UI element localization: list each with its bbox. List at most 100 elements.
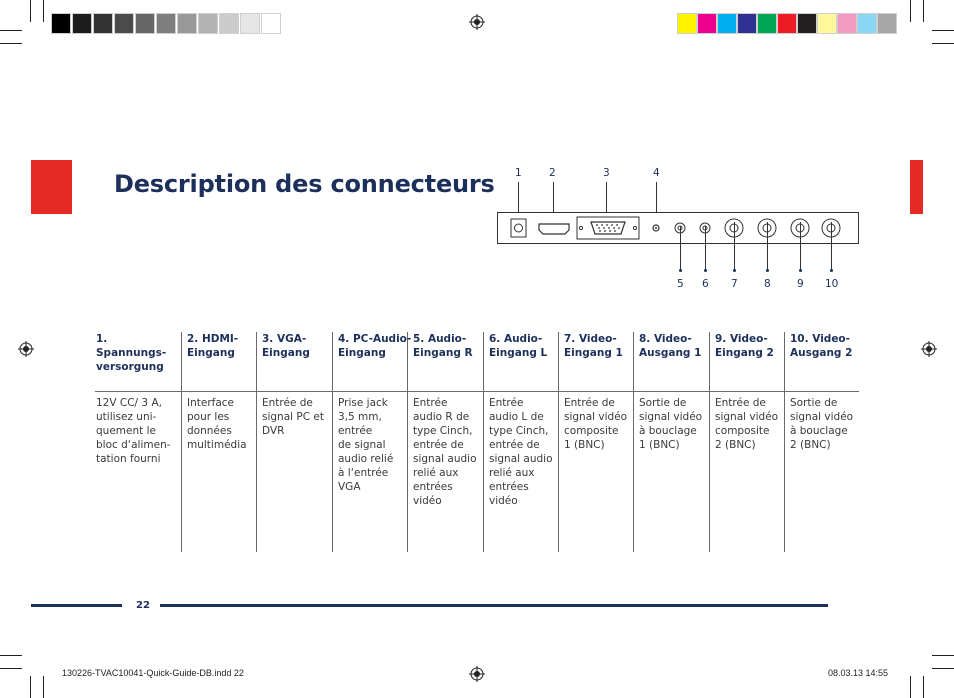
description-line: signal audio: [413, 453, 477, 465]
description-line: DVR: [262, 425, 285, 437]
crop-mark: [0, 655, 22, 656]
color-swatch: [777, 13, 797, 34]
column-header: 5. Audio- Eingang R: [413, 332, 487, 372]
column-header-line: Ausgang 2: [790, 347, 853, 359]
description-line: VGA: [338, 481, 361, 493]
column-separator: [558, 332, 559, 552]
description-line: Sortie de: [790, 397, 838, 409]
column-header: 4. PC-Audio- Eingang: [338, 332, 412, 372]
connector-number: 8: [764, 278, 771, 290]
slug-date-time: 08.03.13 14:55: [828, 668, 889, 678]
description-line: audio relié: [338, 453, 394, 465]
leader-line: [831, 222, 832, 270]
column-header-line: Ausgang 1: [639, 347, 702, 359]
connector-number: 4: [653, 167, 660, 179]
color-bar: [677, 0, 907, 40]
description-line: Prise jack: [338, 397, 388, 409]
crop-mark: [923, 0, 924, 22]
column-description: Entrée de signal vidéo composite 2 (BNC): [715, 396, 778, 452]
leader-line: [518, 182, 519, 220]
crop-mark: [0, 30, 22, 31]
hdmi-port-icon: [538, 223, 570, 235]
leader-dot: [704, 269, 707, 272]
description-line: relié aux: [489, 467, 535, 479]
table-column: 7. Video- Eingang 1 Entrée de signal vid…: [564, 332, 638, 451]
connector-number: 3: [603, 167, 610, 179]
description-line: entrées: [489, 481, 529, 493]
column-separator: [407, 332, 408, 552]
description-line: signal vidéo: [715, 411, 779, 423]
crop-mark: [0, 668, 22, 669]
column-description: Entrée audio L de type Cinch, entrée de …: [489, 396, 553, 508]
column-header: 10. Video- Ausgang 2: [790, 332, 864, 372]
connector-number: 1: [515, 167, 522, 179]
color-swatch: [797, 13, 817, 34]
crop-mark: [932, 43, 954, 44]
column-header-line: 2. HDMI-: [187, 333, 239, 345]
column-header-line: Eingang L: [489, 347, 548, 359]
column-description: Sortie de signal vidéo à bouclage 2 (BNC…: [790, 396, 853, 452]
crop-mark: [43, 0, 44, 22]
leader-dot: [799, 269, 802, 272]
connector-number: 7: [731, 278, 738, 290]
description-line: 12V CC/ 3 A,: [96, 397, 162, 409]
crop-mark: [932, 655, 954, 656]
description-line: entrée de: [413, 439, 464, 451]
column-separator: [784, 332, 785, 552]
column-separator: [483, 332, 484, 552]
description-line: composite: [564, 425, 619, 437]
column-separator: [633, 332, 634, 552]
description-line: composite: [715, 425, 770, 437]
column-header: 8. Video- Ausgang 1: [639, 332, 713, 372]
column-header-line: 10. Video-: [790, 333, 851, 345]
connector-number: 2: [549, 167, 556, 179]
crop-mark: [910, 0, 911, 22]
description-line: quement le: [96, 425, 156, 437]
crop-mark: [932, 30, 954, 31]
column-header-line: Eingang 1: [564, 347, 623, 359]
leader-line: [800, 222, 801, 270]
leader-line: [606, 182, 607, 224]
description-line: type Cinch,: [489, 425, 549, 437]
header-rule: [95, 391, 859, 392]
gray-swatch: [198, 13, 218, 34]
color-swatch: [717, 13, 737, 34]
description-line: Entrée de: [564, 397, 615, 409]
leader-line: [656, 182, 657, 226]
crop-mark: [923, 676, 924, 698]
column-header: 7. Video- Eingang 1: [564, 332, 638, 372]
column-separator: [709, 332, 710, 552]
column-header-line: 7. Video-: [564, 333, 617, 345]
gray-swatch: [261, 13, 281, 34]
connector-number: 5: [677, 278, 684, 290]
leader-line: [680, 226, 681, 270]
description-line: tation fourni: [96, 453, 161, 465]
grayscale-bar: [51, 0, 281, 40]
column-separator: [256, 332, 257, 552]
column-header-line: 5. Audio-: [413, 333, 467, 345]
crop-mark: [30, 676, 31, 698]
crop-mark: [932, 668, 954, 669]
gray-swatch: [93, 13, 113, 34]
color-swatch: [757, 13, 777, 34]
red-side-tab-left: [31, 160, 72, 214]
description-line: audio R de: [413, 411, 470, 423]
column-header-line: 1. Spannungs-: [96, 333, 167, 359]
connector-panel-icons: [510, 216, 841, 240]
description-line: entrée de: [489, 439, 540, 451]
description-line: vidéo: [489, 495, 518, 507]
description-line: 1 (BNC): [639, 439, 680, 451]
leader-dot: [830, 269, 833, 272]
description-line: 2 (BNC): [715, 439, 756, 451]
description-line: à bouclage: [639, 425, 697, 437]
description-line: 3,5 mm,: [338, 411, 382, 423]
slug-file-info: 130226-TVAC10041-Quick-Guide-DB.indd 22: [62, 668, 244, 678]
column-header: 1. Spannungs- versorgung: [96, 332, 180, 373]
column-header-line: 4. PC-Audio-: [338, 333, 412, 345]
color-swatch: [837, 13, 857, 34]
description-line: à l‘entrée: [338, 467, 389, 479]
connector-number: 9: [797, 278, 804, 290]
registration-mark-icon: [18, 341, 34, 357]
description-line: relié aux: [413, 467, 459, 479]
footer-rule-left: [31, 604, 122, 607]
